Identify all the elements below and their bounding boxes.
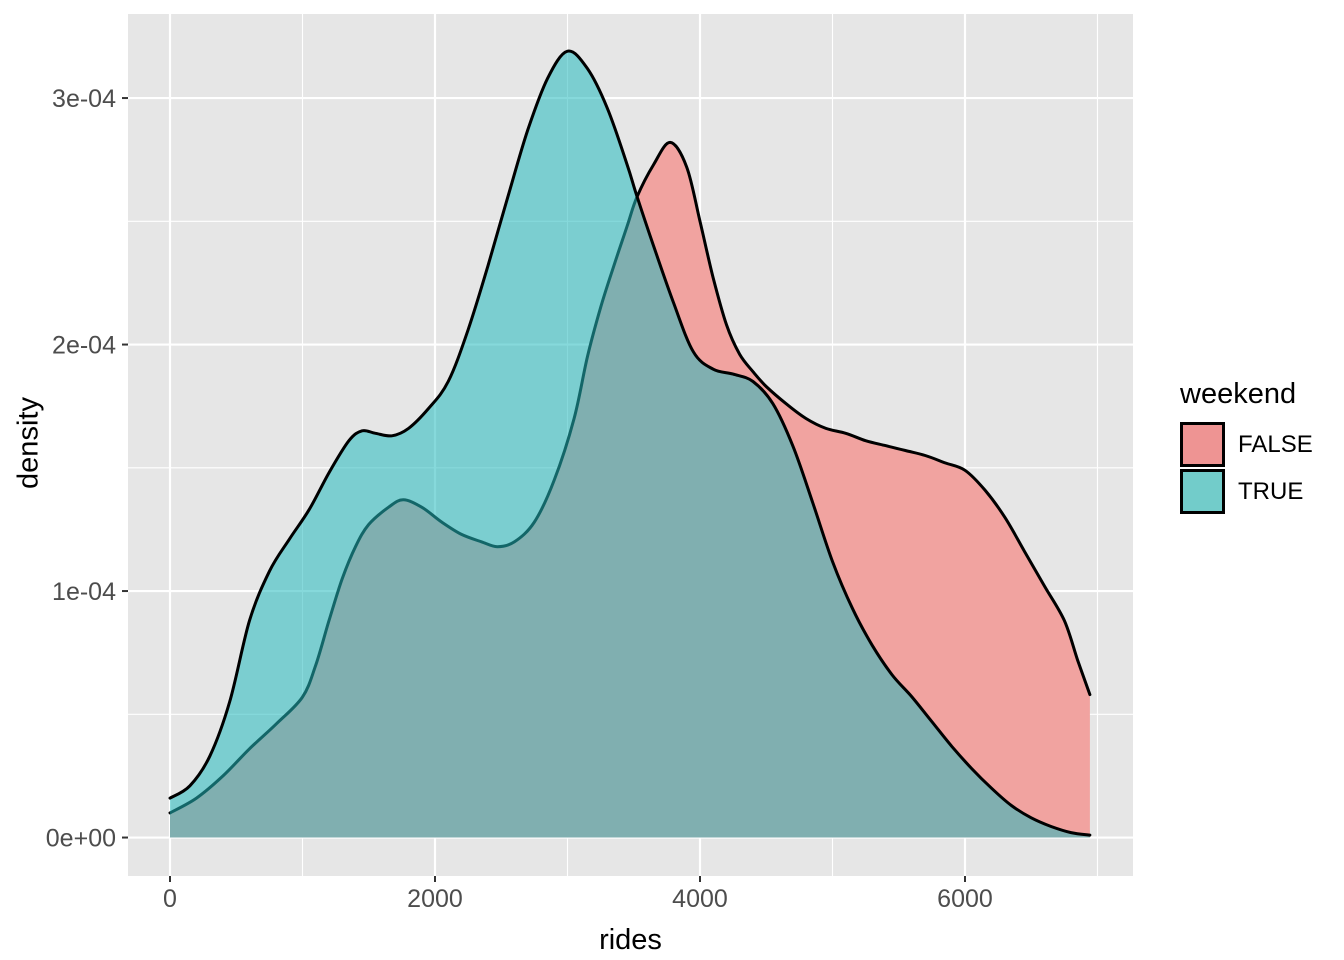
x-tick-label-0: 0 [163,885,177,913]
legend-key-false-swatch [1180,422,1225,467]
density-area-true [170,51,1090,838]
x-tick-label-3: 6000 [937,885,993,913]
x-axis-title: rides [599,924,662,956]
legend-item-true: TRUE [1180,469,1313,514]
x-tick-label-2: 4000 [672,885,728,913]
density-areas [168,49,1092,838]
legend: weekend FALSE TRUE [1180,378,1313,516]
x-tick-label-1: 2000 [407,885,463,913]
y-axis-title: density [12,397,45,489]
y-tick-label-3: 3e-04 [52,85,116,113]
legend-label-true: TRUE [1238,477,1304,505]
axes: 0 2000 4000 6000 0e+00 1e-04 2e-04 3e-04 [46,85,993,913]
legend-key-true-swatch [1180,469,1225,514]
y-tick-label-0: 0e+00 [46,825,116,853]
legend-item-false: FALSE [1180,422,1313,467]
y-tick-label-1: 1e-04 [52,578,116,606]
y-tick-label-2: 2e-04 [52,332,116,360]
legend-label-false: FALSE [1238,430,1313,458]
legend-title: weekend [1180,378,1297,410]
density-outline-true [168,49,1092,837]
